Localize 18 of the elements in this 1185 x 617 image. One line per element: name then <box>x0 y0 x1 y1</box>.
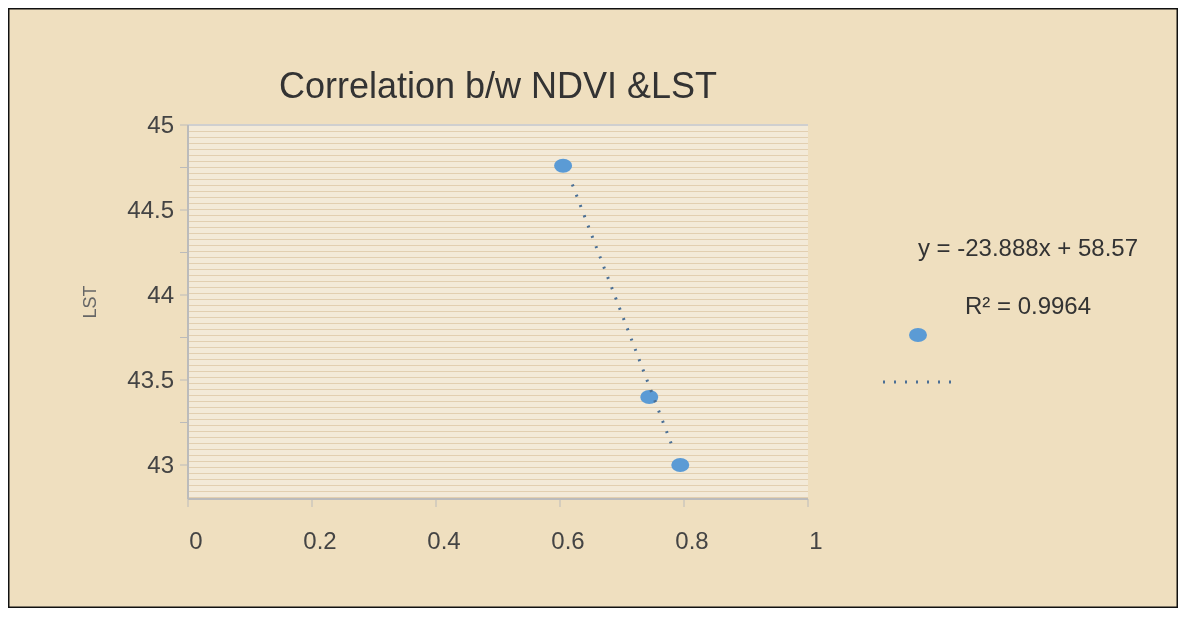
chart-title: Correlation b/w NDVI &LST <box>278 65 718 106</box>
x-tick-label: 0.4 <box>427 527 461 554</box>
y-tick-label: 44.5 <box>127 196 174 224</box>
point <box>554 158 573 173</box>
y-tick-label: 45 <box>147 111 174 139</box>
y-tick-label: 43 <box>147 451 174 479</box>
y-tick-label: 43.5 <box>127 366 174 394</box>
text: R² = 0.9964 <box>964 292 1092 319</box>
point <box>671 458 690 472</box>
y-axis-title: LST <box>80 285 100 319</box>
x-tick-label: 1 <box>809 527 823 554</box>
x-tick-label: 0 <box>189 527 203 554</box>
x-tick-label: 0.8 <box>675 527 709 554</box>
x-tick-label: 0.2 <box>303 527 337 554</box>
text: y = -23.888x + 58.57 <box>917 234 1139 261</box>
x-tick-label: 0.6 <box>551 527 585 554</box>
point <box>640 390 659 404</box>
y-tick-label: 44 <box>147 281 174 309</box>
